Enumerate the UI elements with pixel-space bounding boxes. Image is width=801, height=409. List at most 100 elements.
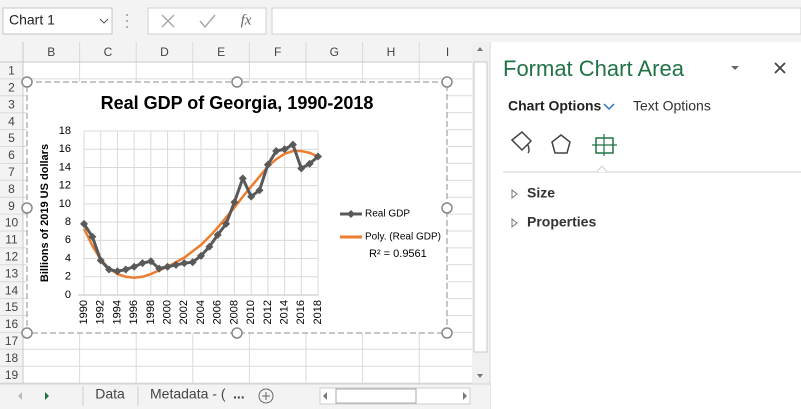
x-tick-label: 2002: [178, 300, 190, 324]
formula-input[interactable]: [271, 7, 801, 35]
effects-icon[interactable]: [551, 134, 571, 154]
size-properties-icon-arrows: [592, 134, 617, 156]
section-size[interactable]: Size: [527, 185, 555, 201]
x-tick-label: 2014: [278, 300, 290, 324]
data-point: [272, 147, 281, 156]
resize-handle: [231, 327, 243, 339]
data-point: [105, 265, 114, 274]
column-header: D: [160, 45, 169, 59]
enter-button[interactable]: [199, 14, 216, 29]
data-point: [288, 140, 297, 149]
row-header: 19: [5, 368, 19, 382]
data-point: [247, 192, 256, 201]
row-header: 9: [8, 199, 15, 213]
fill-line-icon[interactable]: [510, 130, 533, 154]
tab-next[interactable]: [45, 392, 49, 400]
data-point: [88, 232, 97, 241]
panel-close[interactable]: [774, 62, 786, 74]
r-squared: R² = 0.9561: [369, 248, 427, 260]
text-options-tab[interactable]: Text Options: [633, 98, 711, 114]
data-point: [280, 145, 289, 154]
name-box-arrow[interactable]: [99, 18, 109, 24]
size-expander[interactable]: [511, 188, 518, 200]
separator-dots: [126, 14, 128, 28]
panel-title: Format Chart Area: [503, 56, 685, 81]
section-properties[interactable]: Properties: [527, 214, 596, 230]
cancel-button[interactable]: [161, 14, 175, 28]
column-header: H: [387, 45, 396, 59]
legend-marker: [347, 210, 355, 218]
h-scroll-thumb[interactable]: [335, 388, 417, 404]
y-tick-label: 0: [65, 289, 71, 301]
sheet-tab[interactable]: Metadata - (: [150, 386, 226, 402]
row-header: 7: [8, 165, 15, 179]
row-header: 12: [5, 250, 19, 264]
resize-handle: [231, 76, 243, 88]
row-header: 4: [8, 114, 15, 128]
x-tick-label: 1990: [78, 300, 90, 324]
data-point: [180, 259, 189, 268]
chart-title: Real GDP of Georgia, 1990-2018: [101, 93, 374, 113]
data-point: [314, 152, 322, 161]
x-tick-label: 2000: [161, 300, 173, 324]
legend-label: Real GDP: [365, 209, 410, 220]
panel-pointer: [596, 165, 608, 173]
scroll-thumb[interactable]: [473, 61, 488, 353]
resize-handle: [441, 202, 453, 214]
row-header: 6: [8, 148, 15, 162]
more-tabs[interactable]: ...: [233, 386, 245, 402]
data-point: [188, 258, 197, 267]
data-point: [305, 159, 314, 168]
panel-menu[interactable]: [731, 66, 739, 70]
data-point: [213, 230, 222, 239]
insert-function[interactable]: fx: [241, 12, 252, 28]
row-header: 15: [5, 300, 19, 314]
row-header: 13: [5, 266, 19, 280]
data-point: [113, 267, 122, 276]
row-header: 14: [5, 283, 19, 297]
resize-handle: [441, 327, 453, 339]
name-box[interactable]: [2, 7, 113, 35]
chart-area: [26, 81, 448, 334]
add-sheet[interactable]: [258, 388, 274, 404]
column-header: G: [330, 45, 339, 59]
x-tick-label: 2018: [312, 300, 324, 324]
sheet-tab[interactable]: Data: [95, 386, 125, 402]
y-tick-label: 16: [59, 143, 71, 155]
format-panel: [490, 42, 801, 384]
data-point: [238, 174, 247, 183]
x-tick-label: 2012: [262, 300, 274, 324]
chart-options-arrow[interactable]: [603, 103, 615, 111]
resize-handle: [21, 202, 33, 214]
x-tick-label: 1996: [128, 300, 140, 324]
y-tick-label: 2: [65, 271, 71, 283]
data-point: [121, 265, 130, 274]
y-tick-label: 18: [59, 125, 71, 137]
row-header: 17: [5, 334, 19, 348]
data-point: [171, 260, 180, 269]
row-header: 3: [8, 97, 15, 111]
column-header: B: [47, 45, 55, 59]
resize-handle: [441, 76, 453, 88]
properties-expander[interactable]: [511, 217, 518, 229]
x-tick-label: 1994: [111, 300, 123, 324]
y-axis-label: Billions of 2019 US dollars: [39, 144, 51, 282]
row-header: 8: [8, 182, 15, 196]
y-tick-label: 6: [65, 234, 71, 246]
add-sheet-plus: [262, 392, 270, 400]
data-point: [255, 186, 264, 195]
column-header-bar: [0, 42, 472, 62]
y-tick-label: 10: [59, 198, 71, 210]
resize-handle: [21, 327, 33, 339]
chart[interactable]: Real GDP of Georgia, 1990-2018 0 2 4 6 8 10 12 1…: [21, 76, 453, 339]
tab-prev[interactable]: [18, 392, 22, 400]
row-header: 2: [8, 81, 15, 95]
data-point: [230, 198, 239, 207]
data-point: [163, 262, 172, 271]
data-point: [205, 242, 214, 251]
name-box-text: Chart 1: [9, 12, 55, 28]
chart-options-tab[interactable]: Chart Options: [508, 98, 602, 114]
y-tick-label: 14: [59, 161, 71, 173]
resize-handle: [21, 76, 33, 88]
